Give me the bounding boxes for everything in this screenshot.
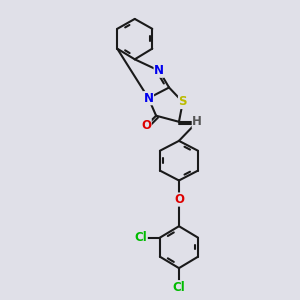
Text: Cl: Cl <box>134 231 147 244</box>
Text: H: H <box>192 115 202 128</box>
Text: O: O <box>174 193 184 206</box>
Text: N: N <box>154 64 164 77</box>
Text: O: O <box>141 119 151 132</box>
Text: Cl: Cl <box>172 281 185 294</box>
Text: N: N <box>143 92 154 105</box>
Text: S: S <box>178 95 187 109</box>
